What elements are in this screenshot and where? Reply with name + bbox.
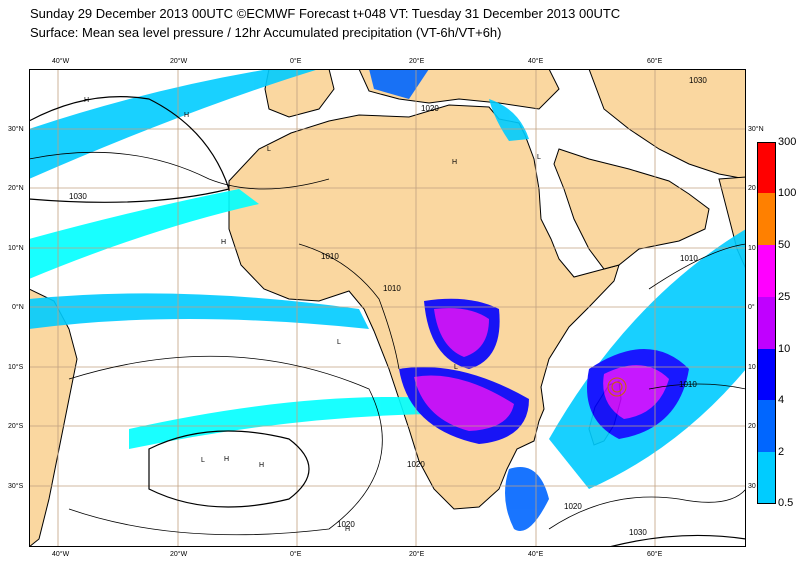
low-marker: L <box>337 339 341 346</box>
map-frame <box>29 69 746 547</box>
lat-tick-right-20: 20 <box>748 185 756 192</box>
precip-congo-core <box>434 308 489 357</box>
lat-tick-right-30n: 30°N <box>748 126 764 133</box>
precip-atlantic-band <box>29 189 259 279</box>
lon-tick-top-60e: 60°E <box>647 58 663 65</box>
colorbar-label-2: 2 <box>778 446 785 458</box>
isobar-label: 1020 <box>407 460 425 469</box>
colorbar-label-25: 25 <box>778 291 791 303</box>
isobar-1030-southeast <box>608 534 746 547</box>
colorbar-label-100: 100 <box>778 187 797 199</box>
high-marker: H <box>84 97 89 104</box>
precip-north-atlantic-band <box>29 69 319 179</box>
iberia-land <box>264 69 335 118</box>
cyclone-ring-outer <box>607 377 627 397</box>
lon-tick-top-0e: 0°E <box>290 58 302 65</box>
isobar-1010-west-africa <box>298 243 400 370</box>
lat-tick-right-20s: 20 <box>748 423 756 430</box>
lat-tick-left-30s: 30°S <box>8 483 24 490</box>
low-marker: L <box>537 154 541 161</box>
lon-tick-bottom-0e: 0°E <box>290 551 302 558</box>
lon-tick-top-20w: 20°W <box>170 58 188 65</box>
low-marker: L <box>267 146 271 153</box>
arabia-land <box>553 148 710 270</box>
graticule <box>29 69 746 547</box>
lat-tick-left-30n: 30°N <box>8 126 24 133</box>
isobar-label: 1020 <box>337 520 355 529</box>
asia-land <box>588 69 746 180</box>
colorbar-300 <box>757 142 776 193</box>
colorbar-label-50: 50 <box>778 239 791 251</box>
colorbar-2 <box>757 452 776 504</box>
colorbar-frame <box>757 142 776 504</box>
lat-tick-left-10s: 10°S <box>8 364 24 371</box>
lat-tick-left-10n: 10°N <box>8 245 24 252</box>
high-marker: H <box>224 456 229 463</box>
precip-red-sea <box>489 99 529 141</box>
lon-tick-top-40e: 40°E <box>528 58 544 65</box>
lon-tick-bottom-60e: 60°E <box>647 551 663 558</box>
colorbar-label-10: 10 <box>778 343 791 355</box>
isobars <box>29 96 746 547</box>
pressure-centres: H H H H H H H L L L L L <box>84 97 541 533</box>
isobar-label: 1010 <box>383 284 401 293</box>
lat-tick-left-20s: 20°S <box>8 423 24 430</box>
isobar-1010-cyclone <box>648 383 746 390</box>
isobar-label: 1010 <box>680 254 698 263</box>
colorbar-4 <box>757 400 776 452</box>
precip-southern-band <box>129 397 449 449</box>
lat-tick-right-30s: 30 <box>748 483 756 490</box>
high-marker: H <box>259 462 264 469</box>
isobar-label: 1030 <box>69 192 87 201</box>
isobar-label: 1020 <box>564 502 582 511</box>
colorbar-label-0-5: 0.5 <box>778 497 794 509</box>
lon-tick-bottom-40e: 40°E <box>528 551 544 558</box>
isobar-south-atlantic-high <box>148 430 310 508</box>
lat-tick-left-20n: 20°N <box>8 185 24 192</box>
isobar-labels: 1030 1020 1010 1010 1010 1020 1010 1020 … <box>69 76 707 537</box>
precip-mozambique-channel <box>505 467 549 531</box>
high-marker: H <box>452 159 457 166</box>
colorbar-label-300: 300 <box>778 136 797 148</box>
isobar-label: 1020 <box>421 104 439 113</box>
lon-tick-bottom-40w: 40°W <box>52 551 70 558</box>
lat-tick-right-0: 0° <box>748 304 755 311</box>
colorbar-100 <box>757 193 776 245</box>
colorbar-50 <box>757 245 776 297</box>
lat-tick-right-10s: 10 <box>748 364 756 371</box>
isobar-1010-east <box>648 243 746 290</box>
colorbar-label-4: 4 <box>778 394 785 406</box>
high-marker: H <box>345 526 350 533</box>
low-marker: L <box>454 364 458 371</box>
high-marker: H <box>221 239 226 246</box>
cyclone-ring-inner <box>611 381 623 393</box>
isobar-label: 1030 <box>629 528 647 537</box>
isobar-label: 1030 <box>689 76 707 85</box>
precip-equatorial-band <box>29 293 369 329</box>
lon-tick-bottom-20e: 20°E <box>409 551 425 558</box>
map-title-line2: Surface: Mean sea level pressure / 12hr … <box>30 25 502 40</box>
lon-tick-bottom-20w: 20°W <box>170 551 188 558</box>
low-marker: L <box>201 457 205 464</box>
precip-south-africa-core <box>414 375 514 431</box>
isobar-1020-southeast <box>548 488 746 530</box>
weather-map[interactable]: 1030 1020 1010 1010 1010 1020 1010 1020 … <box>29 69 746 547</box>
precip-mediterranean <box>369 69 429 99</box>
precipitation-colorbar <box>757 142 776 504</box>
isobar-label: 1010 <box>679 380 697 389</box>
colorbar-10 <box>757 349 776 400</box>
precipitation-layer <box>29 69 746 531</box>
isobar-1020-north <box>29 151 330 190</box>
colorbar-25 <box>757 297 776 349</box>
lat-tick-left-0n: 0°N <box>12 304 24 311</box>
isobar-1030-north <box>29 96 230 203</box>
map-title-line1: Sunday 29 December 2013 00UTC ©ECMWF For… <box>30 6 621 21</box>
isobar-south-atlantic-outer <box>68 355 383 536</box>
high-marker: H <box>184 112 189 119</box>
lon-tick-top-20e: 20°E <box>409 58 425 65</box>
lon-tick-top-40w: 40°W <box>52 58 70 65</box>
isobar-label: 1010 <box>321 252 339 261</box>
lat-tick-right-10: 10 <box>748 245 756 252</box>
